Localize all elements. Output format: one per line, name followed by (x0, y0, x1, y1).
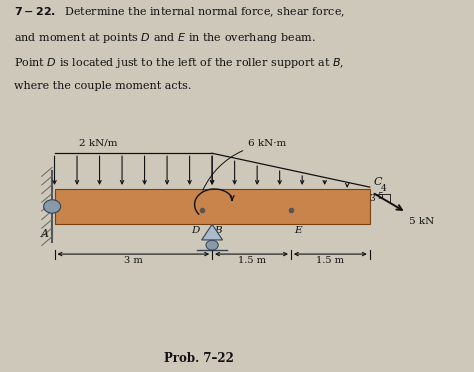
Text: 2 kN/m: 2 kN/m (79, 139, 118, 148)
Text: D: D (191, 226, 199, 235)
Text: C: C (374, 177, 382, 187)
Text: and moment at points $D$ and $E$ in the overhang beam.: and moment at points $D$ and $E$ in the … (14, 31, 316, 45)
Text: E: E (294, 226, 302, 235)
Text: Prob. 7–22: Prob. 7–22 (164, 352, 234, 365)
Text: 5: 5 (377, 192, 383, 202)
Text: 3 m: 3 m (124, 256, 143, 265)
Polygon shape (201, 224, 223, 240)
Text: 1.5 m: 1.5 m (316, 256, 344, 265)
Text: A: A (41, 229, 49, 239)
Text: $\mathbf{7-22.}$  Determine the internal normal force, shear force,: $\mathbf{7-22.}$ Determine the internal … (14, 6, 346, 19)
Text: B: B (214, 226, 222, 235)
Text: 3: 3 (369, 193, 375, 203)
Circle shape (206, 240, 218, 250)
Text: 6 kN·m: 6 kN·m (247, 139, 286, 148)
Text: Point $D$ is located just to the left of the roller support at $B$,: Point $D$ is located just to the left of… (14, 56, 345, 70)
Text: where the couple moment acts.: where the couple moment acts. (14, 81, 191, 92)
Text: 5 kN: 5 kN (409, 217, 434, 226)
Text: 4: 4 (381, 184, 386, 193)
FancyBboxPatch shape (55, 189, 370, 224)
Circle shape (44, 200, 61, 213)
Text: 1.5 m: 1.5 m (237, 256, 265, 265)
